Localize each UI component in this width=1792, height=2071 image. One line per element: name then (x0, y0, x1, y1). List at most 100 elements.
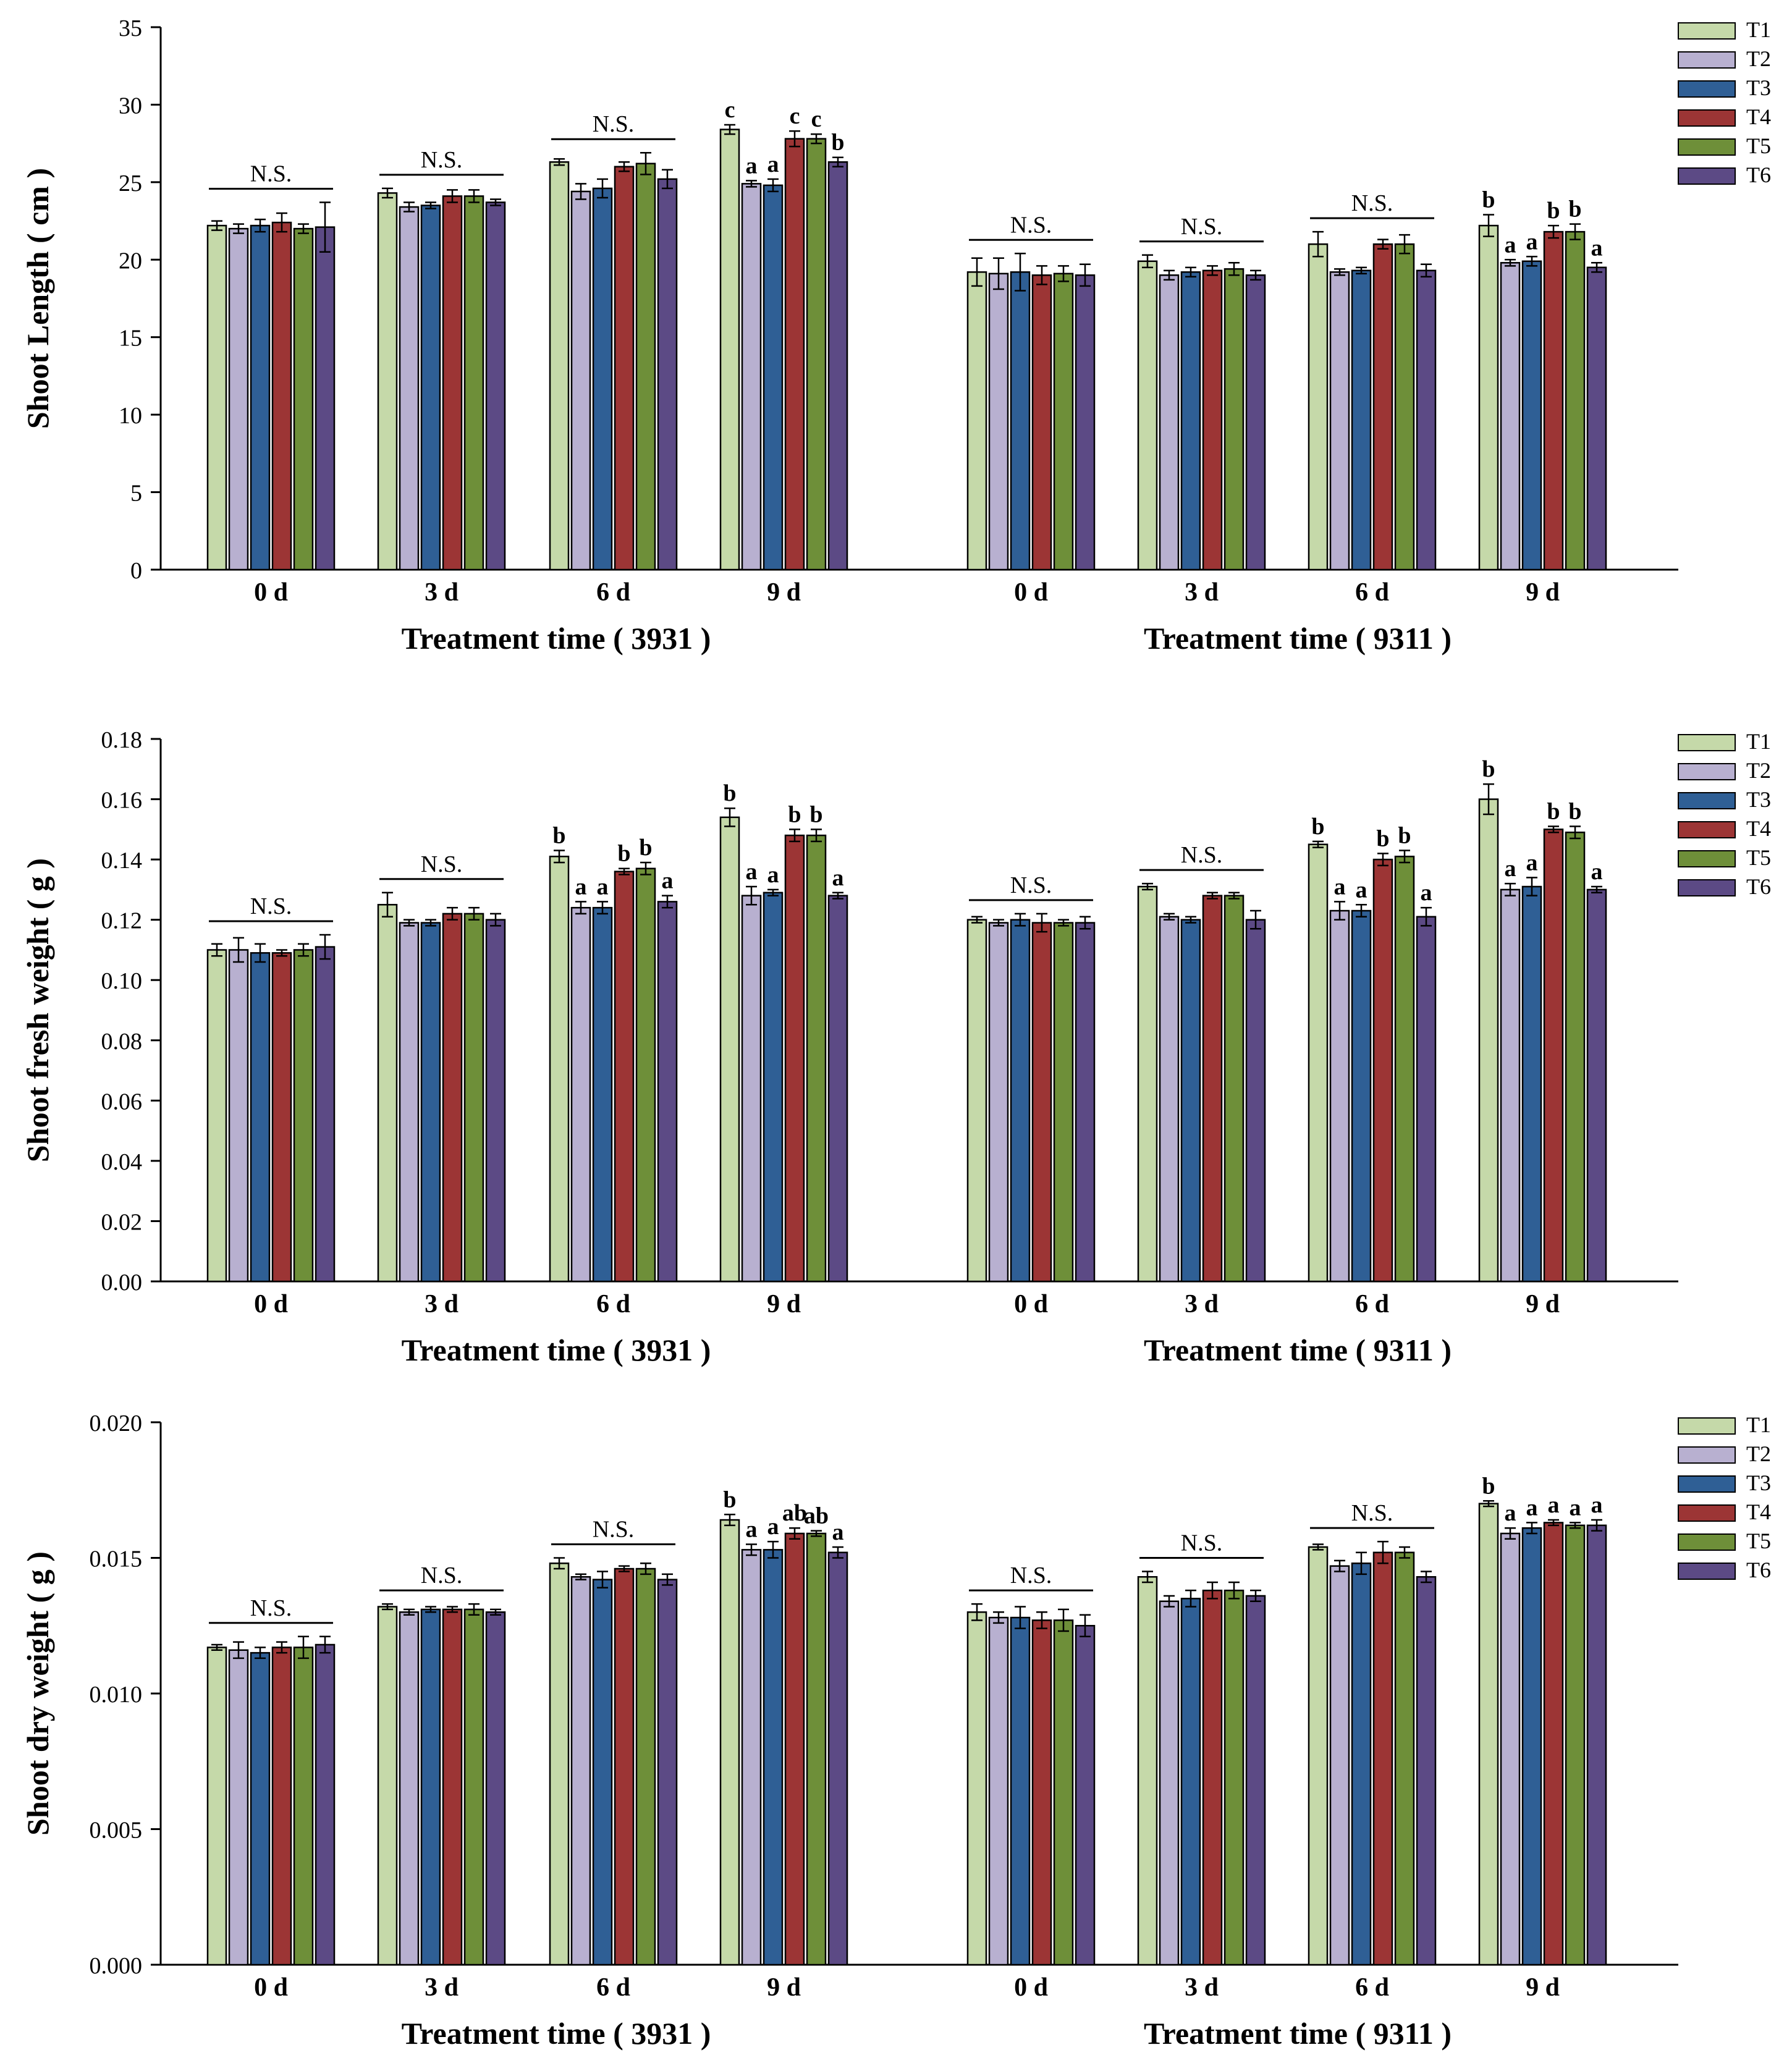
bar-T4 (1202, 269, 1223, 571)
y-tick-label: 0 (130, 558, 142, 584)
bar-T4 (614, 166, 635, 571)
bar-T1 (719, 1519, 740, 1966)
bar-T1 (377, 192, 398, 571)
bar-T4 (271, 1647, 292, 1966)
bar-T6 (1245, 1595, 1266, 1966)
x-axis-label: Treatment time ( 9311 ) (1144, 2016, 1452, 2051)
bar-T6 (485, 919, 506, 1283)
legend-label: T1 (1746, 1412, 1771, 1437)
x-tick-label: 6 d (596, 1973, 630, 2002)
legend-label: T2 (1746, 758, 1771, 783)
bar-T2 (1500, 888, 1521, 1283)
significance-letter: a (1570, 1495, 1581, 1521)
bar-T5 (1224, 1589, 1245, 1966)
y-tick-label: 30 (119, 93, 142, 119)
x-tick-label: 3 d (1185, 1973, 1219, 2002)
bar-T2 (741, 1549, 762, 1966)
bar-T6 (657, 178, 678, 571)
bar-T4 (442, 913, 463, 1283)
bar-T5 (806, 834, 827, 1283)
bar-T4 (1031, 922, 1052, 1283)
x-tick-label: 6 d (596, 1290, 630, 1318)
x-tick-label: 9 d (767, 1973, 801, 2002)
bar-T1 (549, 855, 570, 1283)
y-tick-label: 5 (130, 481, 142, 507)
bar-T1 (377, 904, 398, 1283)
significance-letter: a (1356, 877, 1367, 903)
bar-T6 (1586, 888, 1607, 1283)
y-tick-label: 0.020 (90, 1411, 143, 1436)
bar-T1 (377, 1606, 398, 1966)
legend-label: T5 (1746, 133, 1771, 158)
legend-swatch-T1 (1678, 734, 1736, 751)
legend-swatch-T2 (1678, 1446, 1736, 1464)
bar-T1 (719, 129, 740, 571)
significance-letter: a (1421, 880, 1432, 906)
x-axis-label: Treatment time ( 9311 ) (1144, 1333, 1452, 1367)
bar-T4 (442, 195, 463, 571)
legend-label: T6 (1746, 1558, 1771, 1582)
y-tick-label: 0.10 (101, 968, 143, 994)
bar-T3 (1180, 919, 1201, 1283)
bar-T3 (250, 1651, 271, 1966)
ns-label: N.S. (1351, 190, 1393, 216)
legend-swatch-T4 (1678, 821, 1736, 838)
bar-T3 (763, 1549, 784, 1966)
bar-T5 (1394, 243, 1415, 571)
y-tick-label: 0.06 (101, 1089, 143, 1115)
significance-letter: a (1591, 235, 1603, 261)
y-tick-label: 0.04 (101, 1149, 143, 1175)
x-tick-label: 6 d (1355, 1290, 1389, 1318)
bar-T2 (1500, 262, 1521, 571)
bar-T5 (1053, 1619, 1074, 1966)
bar-T4 (614, 1567, 635, 1966)
significance-letter: b (1311, 814, 1324, 840)
x-tick-label: 6 d (1355, 578, 1389, 607)
bar-T5 (1053, 272, 1074, 571)
legend-swatch-T6 (1678, 879, 1736, 896)
bar-T1 (549, 1563, 570, 1966)
y-tick-label: 35 (119, 15, 142, 41)
bar-T1 (1137, 1575, 1158, 1966)
bar-T2 (1329, 1565, 1350, 1966)
significance-letter: b (723, 1487, 736, 1512)
significance-letter: a (1526, 850, 1538, 875)
legend-label: T6 (1746, 874, 1771, 899)
ns-label: N.S. (1181, 842, 1223, 868)
bar-T6 (1075, 922, 1096, 1283)
significance-letter: c (790, 103, 800, 129)
bar-T3 (1010, 271, 1031, 571)
significance-letter: c (811, 106, 822, 132)
significance-letter: a (1505, 232, 1516, 258)
bar-T4 (784, 834, 805, 1283)
legend-label: T5 (1746, 845, 1771, 870)
bar-T6 (315, 1643, 336, 1966)
bar-T6 (657, 1579, 678, 1966)
significance-letter: a (1334, 874, 1346, 900)
bar-T3 (592, 187, 613, 571)
x-tick-label: 0 d (1014, 1973, 1048, 2002)
significance-letter: a (746, 1517, 758, 1543)
significance-letter: b (617, 841, 630, 867)
legend-swatch-T2 (1678, 763, 1736, 780)
bar-T1 (1137, 885, 1158, 1283)
legend-swatch-T1 (1678, 22, 1736, 40)
significance-letter: a (1505, 856, 1516, 882)
bar-T2 (399, 922, 420, 1283)
x-tick-label: 9 d (1526, 1973, 1560, 2002)
x-tick-label: 3 d (1185, 1290, 1219, 1318)
bar-T6 (485, 201, 506, 571)
bar-T2 (988, 1616, 1009, 1966)
ns-label: N.S. (250, 893, 292, 919)
significance-letter: b (1482, 187, 1495, 213)
bar-T4 (1372, 1551, 1393, 1966)
significance-letter: c (725, 97, 735, 123)
y-tick-label: 0.12 (101, 908, 143, 934)
x-tick-label: 3 d (425, 1973, 459, 2002)
ns-label: N.S. (421, 1563, 463, 1588)
bar-T4 (614, 871, 635, 1283)
bar-T2 (1329, 271, 1350, 571)
x-tick-label: 9 d (1526, 1290, 1560, 1318)
x-tick-label: 0 d (1014, 578, 1048, 607)
bar-T5 (1394, 855, 1415, 1283)
